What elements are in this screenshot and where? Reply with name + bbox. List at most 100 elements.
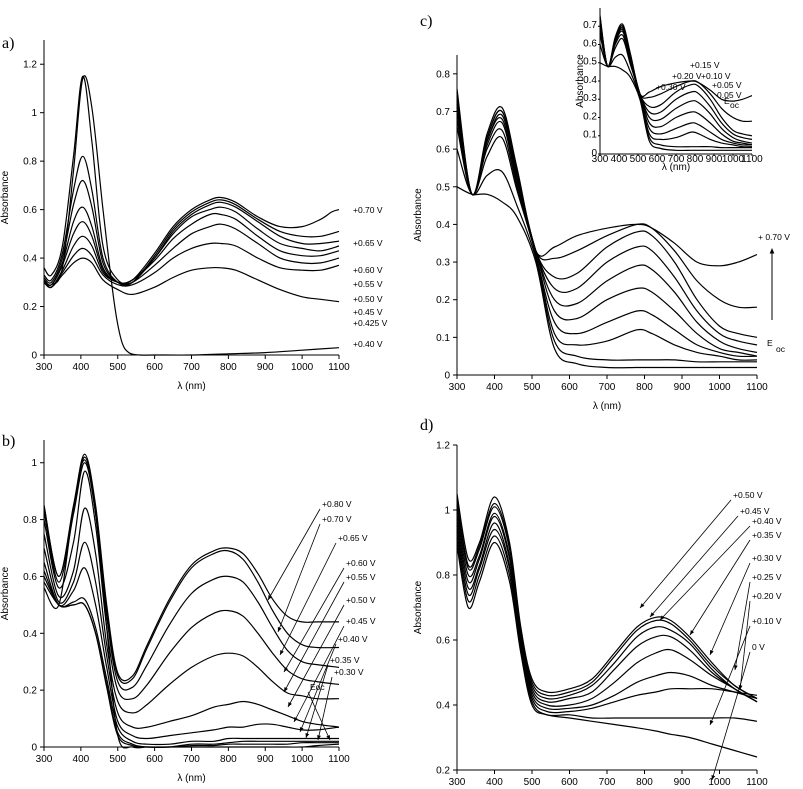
y-axis-title: Absorbance [413,580,424,634]
series-line [43,242,340,289]
arrow-head [299,727,304,732]
series-line [43,541,340,729]
y-axis-title: Absorbance [413,188,424,242]
curve-label: +0.25 V [752,572,782,582]
x-axis-title: λ (nm) [177,381,205,392]
curve-label: +0.15 V [690,60,720,70]
series-line [599,15,753,102]
x-tick-label: 1000 [708,382,731,393]
label-arrow [305,664,329,739]
label-arrow [283,581,345,693]
y-tick-label: 0 [591,148,597,159]
x-tick-label: 1100 [746,382,768,393]
x-tick-label: 500 [524,382,541,393]
arrow-head [710,650,714,655]
series-line [599,62,752,152]
y-axis-title: Absorbance [0,566,11,620]
series-line [456,522,758,710]
series-line [43,507,340,714]
x-tick-label: 1100 [741,154,763,165]
curve-label: 0.05 V [717,90,742,100]
y-tick-label: 0.4 [23,629,37,640]
y-tick-label: 0 [444,371,450,382]
x-tick-label: 300 [449,777,466,788]
arrow-head [294,717,298,722]
x-tick-label: 700 [183,362,200,373]
x-tick-label: 600 [146,754,163,765]
x-tick-label: 1000 [722,154,745,165]
series-line [456,493,758,700]
x-tick-label: 300 [449,382,466,393]
curve-label: +0.10 V [701,71,731,81]
x-tick-label: 600 [649,154,666,165]
x-tick-label: 300 [36,362,53,373]
series-line [43,470,340,701]
series-line [456,500,758,700]
series-line [43,456,340,684]
label-arrow [287,604,345,708]
curve-label: +0.70 V [353,205,383,215]
y-tick-label: 0.4 [436,220,450,231]
x-tick-label: 900 [706,154,723,165]
x-tick-label: 900 [674,382,691,393]
y-tick-label: 0.2 [436,295,450,306]
y-tick-label: 0.8 [436,69,450,80]
x-tick-label: 800 [636,382,653,393]
y-tick-label: 0.1 [436,333,450,344]
arrow-head [288,702,292,707]
curve-label: +0.35 V [330,655,360,665]
series-line [456,88,758,267]
panel-c: c)300 400 500 600 700 800 900 1000 110000.10.20.… [413,13,790,412]
y-tick-label: 0.8 [23,515,37,526]
y-tick-label: 0.6 [23,205,37,216]
series-line [43,459,340,749]
label-arrow [639,499,732,609]
series-line [456,96,758,338]
x-tick-label: 1000 [291,362,314,373]
arrow-head [268,595,272,600]
curve-label: +0.55 V [346,572,376,582]
x-tick-label: 600 [561,382,578,393]
series-line [456,118,758,358]
curve-label: +0.60 V [353,265,383,275]
series-line [43,75,340,356]
arrow-head [277,627,282,632]
curve-label: +0.50 V [353,294,383,304]
series-line [43,223,340,289]
series-line [456,100,758,346]
curve-label: +0.10 V [752,616,782,626]
label-arrow [659,525,751,621]
series-line [43,570,339,746]
series-line [599,22,753,144]
arrow-head [284,667,288,672]
series-line [456,515,758,707]
arrow-head [690,630,695,635]
x-tick-label: 1100 [328,362,350,373]
x-tick-label: 800 [687,154,704,165]
y-tick-label: 0.7 [436,107,450,118]
series-line [43,257,340,303]
x-tick-label: 1100 [746,777,768,788]
series-line [456,186,757,369]
series-line [43,581,339,748]
series-line [456,103,758,353]
series-line [456,506,758,703]
y-tick-label: 0.2 [23,302,37,313]
x-tick-label: 400 [611,154,628,165]
x-tick-label: 800 [220,754,237,765]
y-tick-label: 0.8 [436,571,450,582]
curve-label: + 0.70 V [758,232,790,242]
series-line [599,29,753,146]
x-tick-label: 700 [599,777,616,788]
label-arrow [711,651,751,781]
curve-label: +0.35 V [752,530,782,540]
curve-label: +0.60 V [346,558,376,568]
curve-label: +0.05 V [712,80,742,90]
y-tick-label: 0.4 [436,701,450,712]
y-tick-label: 0.4 [23,254,37,265]
series-line [456,535,758,722]
series-line [43,576,339,748]
y-tick-label: 0 [31,743,37,754]
curve-label: +0.65 V [353,238,383,248]
